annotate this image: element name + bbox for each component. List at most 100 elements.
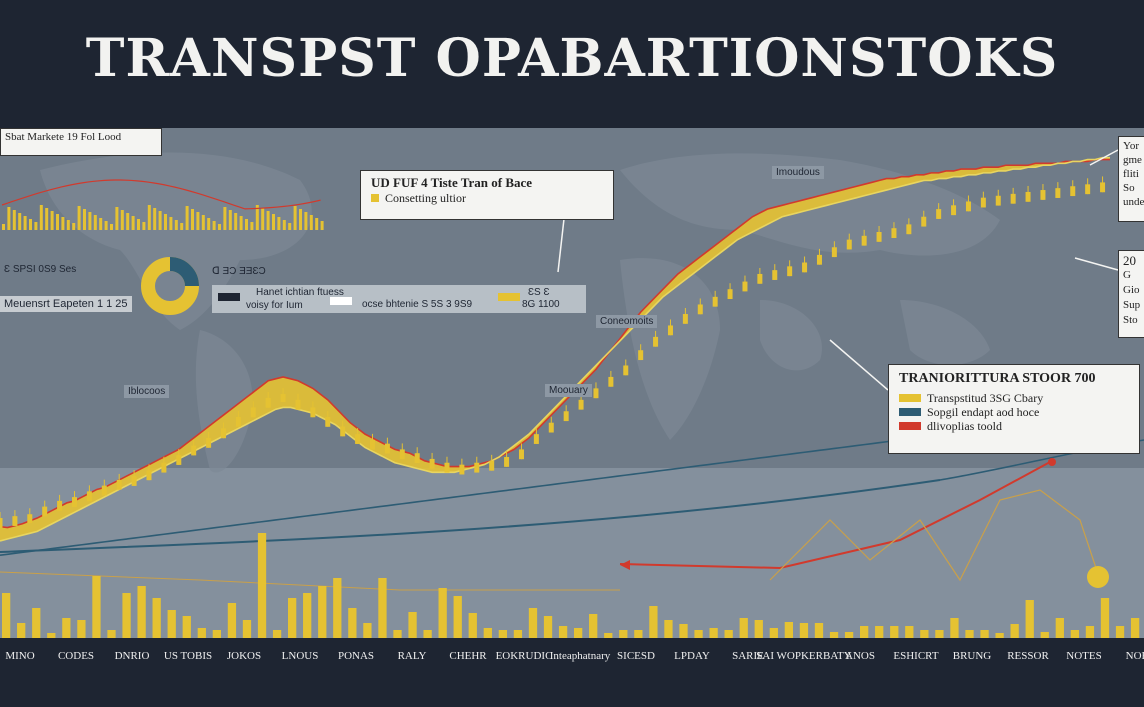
candle-body <box>995 195 1001 206</box>
mini-volume-bar <box>137 219 140 230</box>
candle-body <box>235 416 241 427</box>
left-stat-1: Ɛ SPSI 0S9 Ses <box>4 264 77 275</box>
candle-body <box>161 462 167 473</box>
callout-connector-2 <box>829 339 889 391</box>
page-title: TRANSPST OPABARTIONSTOKS <box>85 28 1059 89</box>
candle-body <box>206 437 212 448</box>
red-arrow <box>620 560 630 570</box>
mini-volume-bar <box>169 217 173 230</box>
mini-volume-bar <box>115 207 119 230</box>
right-legend-label-3: dlivoplias toold <box>927 419 1002 433</box>
candle-body <box>71 497 77 507</box>
mini-volume-bar <box>239 216 243 230</box>
candle-body <box>295 399 301 410</box>
x-axis-label: JOKOS <box>226 650 262 662</box>
mini-volume-bar <box>174 220 178 230</box>
candle-body <box>712 296 718 307</box>
small-legend-text-1: Hanet ichtian ftuess <box>256 287 344 298</box>
bottom-volume-bar <box>1130 618 1140 638</box>
candle-body <box>489 460 495 471</box>
mini-volume-bar <box>304 212 308 230</box>
candle-body <box>474 462 480 473</box>
x-axis-label: LPDAY <box>674 650 710 662</box>
candle-body <box>12 516 18 526</box>
candle-body <box>325 416 331 427</box>
mini-volume-bar <box>320 221 324 230</box>
lower-blue-line <box>0 479 941 553</box>
candle-body <box>831 247 837 258</box>
series-line-1 <box>0 156 1110 542</box>
x-axis-label: RESSOR <box>1007 650 1049 662</box>
candle-body <box>548 422 554 433</box>
bottom-volume-bar <box>995 633 1004 638</box>
candle-body <box>578 399 584 410</box>
mini-chart <box>2 205 324 230</box>
candle-body <box>906 224 912 235</box>
candle-body <box>980 197 986 208</box>
mini-volume-bar <box>293 206 297 230</box>
mini-volume-bar <box>23 216 27 230</box>
small-legend-text-4: 8G 1100 <box>522 299 560 310</box>
candle-body <box>787 266 793 277</box>
candle-body <box>593 388 599 399</box>
candle-body <box>1100 182 1106 193</box>
mini-volume-bar <box>158 211 162 230</box>
bottom-volume-bar <box>408 612 417 638</box>
mini-volume-bar <box>29 219 32 230</box>
bottom-volume-bar <box>197 628 206 638</box>
bottom-volume-bar <box>875 626 884 638</box>
mini-volume-bar <box>50 211 54 230</box>
candle-body <box>116 479 122 490</box>
mini-volume-bar <box>299 209 302 230</box>
candle-body <box>369 439 375 450</box>
x-axis-label: US TOBIS <box>163 650 213 662</box>
bottom-volume-bar <box>393 630 402 638</box>
mini-volume-bar <box>282 220 286 230</box>
bottom-volume-bar <box>2 593 11 638</box>
x-axis-label: CHEHR <box>449 650 487 662</box>
mini-volume-bar <box>288 223 292 230</box>
mini-volume-bar <box>147 205 151 230</box>
bottom-volume-bar <box>137 586 146 638</box>
bottom-volume-bar <box>378 578 387 638</box>
candle-body <box>682 314 688 324</box>
right-legend-label-2: Sopgil endapt aod hoce <box>927 405 1040 419</box>
mid-right-line-5: Sto <box>1123 314 1138 326</box>
callout-connector-3 <box>1089 149 1119 166</box>
bottom-volume-bar <box>1085 626 1095 638</box>
map-label-1: Imoudous <box>772 166 824 179</box>
lower-tan-line <box>769 489 1101 582</box>
bottom-volume-bar <box>242 620 252 638</box>
bottom-volume-bar <box>47 633 56 638</box>
bottom-volume-bar <box>844 632 854 638</box>
candle-body <box>280 394 286 402</box>
candle-body <box>816 254 822 265</box>
mini-volume-bar <box>196 212 200 230</box>
candle-body <box>727 289 733 300</box>
bottom-volume-bar <box>483 628 492 638</box>
bottom-volume-bar <box>679 624 688 638</box>
chart-subtitle-row: Consetting ultior <box>371 191 603 205</box>
candle-body <box>936 209 942 219</box>
mini-volume-bar <box>207 218 211 230</box>
mini-volume-bar <box>185 206 189 230</box>
bottom-volume-bar <box>604 633 613 638</box>
bottom-volume-bar <box>664 620 673 638</box>
right-legend-row-3: dlivoplias toold <box>899 419 1129 433</box>
callout-connector-4 <box>1074 257 1119 271</box>
mini-volume-bar <box>191 209 194 230</box>
candle-body <box>921 216 927 227</box>
map-label-2: Coneomoits <box>596 315 658 328</box>
bottom-volume-bar <box>739 618 748 638</box>
bottom-volume-bar <box>965 630 974 638</box>
candle-body <box>444 462 450 473</box>
bottom-volume-bar <box>348 608 357 638</box>
left-stat-3: ᗡ ƎƆ ƎƎƐƆ <box>212 266 266 277</box>
mini-volume-bar <box>18 213 22 230</box>
bottom-volume-bar <box>1055 618 1064 638</box>
bottom-volume-bar <box>212 630 222 638</box>
legend-swatch-blue <box>899 408 921 416</box>
bottom-volume-bar <box>1025 600 1034 638</box>
candle-body <box>563 411 569 422</box>
